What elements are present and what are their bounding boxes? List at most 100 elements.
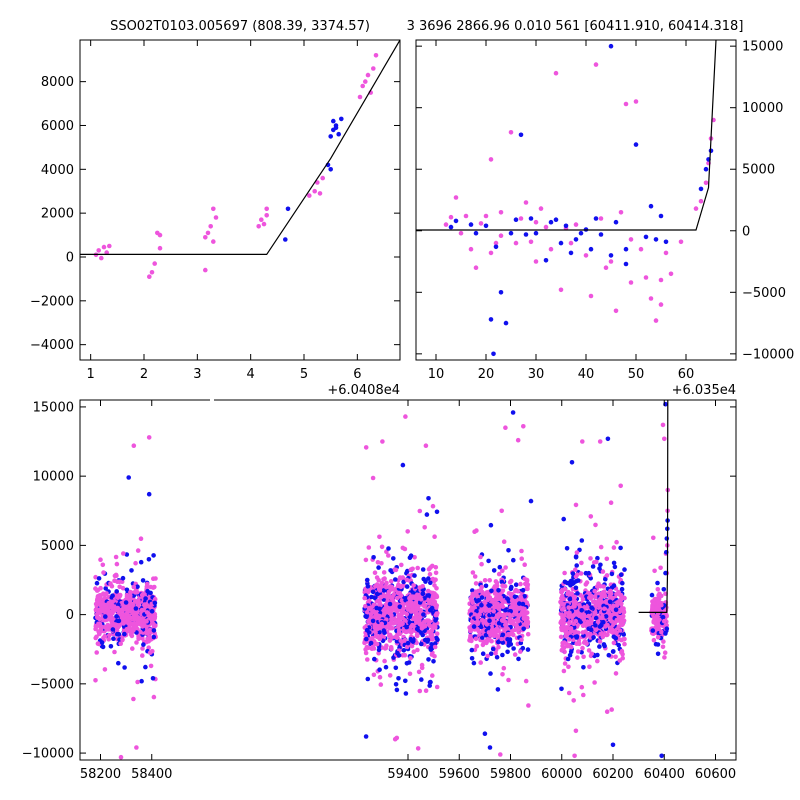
data-point-blue: [426, 593, 432, 598]
data-point-blue: [494, 654, 500, 660]
data-point-pink: [503, 565, 508, 570]
data-point-blue: [661, 587, 667, 592]
data-point-pink: [151, 576, 156, 581]
data-point-pink: [571, 698, 576, 703]
data-point-pink: [482, 578, 488, 583]
outlier-point-pink: [423, 443, 429, 449]
data-point-pink: [434, 603, 439, 608]
data-point-pink: [489, 624, 495, 630]
data-point-pink: [363, 647, 368, 652]
data-point-pink: [620, 655, 625, 661]
data-point-pink: [573, 728, 579, 734]
data-point-blue: [285, 206, 291, 212]
data-point-pink: [500, 588, 506, 593]
y-tick-label: −5000: [30, 677, 74, 692]
data-point-pink: [519, 556, 524, 561]
data-point-blue: [623, 246, 629, 252]
data-point-pink: [493, 240, 499, 246]
data-point-pink: [600, 569, 606, 574]
data-point-blue: [339, 116, 344, 122]
x-tick-label: 20: [478, 367, 495, 382]
data-point-blue: [116, 618, 122, 624]
data-point-pink: [678, 239, 684, 245]
x-tick-label: 1: [87, 367, 95, 382]
data-point-pink: [432, 583, 437, 588]
data-point-pink: [152, 596, 158, 602]
data-point-blue: [613, 219, 619, 225]
data-point-pink: [571, 598, 577, 603]
data-point-pink: [132, 590, 138, 595]
data-point-pink: [602, 599, 608, 605]
data-point-pink: [393, 634, 399, 640]
y-tick-label: −10000: [742, 347, 794, 362]
data-point-pink: [483, 213, 489, 219]
top-right-plot: 10 20 30 40 50 60 −10000 −5000 0 5000 10000 15000 +6…: [415, 39, 794, 398]
data-point-pink: [564, 642, 570, 647]
data-point-blue: [428, 679, 433, 685]
data-point-pink: [211, 206, 216, 212]
data-point-pink: [106, 637, 111, 642]
y-tick-label: −5000: [742, 286, 786, 301]
data-point-blue: [597, 566, 602, 571]
data-point-pink: [604, 709, 610, 714]
data-point-pink: [581, 692, 586, 698]
data-point-pink: [655, 609, 661, 614]
data-point-blue: [151, 553, 156, 558]
data-point-pink: [381, 577, 386, 582]
data-point-pink: [525, 631, 531, 637]
data-point-pink: [433, 565, 439, 570]
data-point-blue: [503, 320, 509, 326]
data-point-pink: [595, 619, 601, 624]
data-point-pink: [102, 609, 107, 614]
data-point-blue: [579, 608, 584, 613]
data-point-pink: [496, 644, 501, 650]
data-point-pink: [398, 620, 404, 625]
data-point-blue: [512, 594, 518, 600]
data-point-pink: [433, 570, 439, 576]
data-point-pink: [374, 641, 380, 647]
data-point-pink: [411, 594, 417, 599]
data-point-pink: [581, 623, 586, 628]
data-point-pink: [598, 544, 604, 550]
data-point-blue: [148, 590, 153, 596]
data-point-blue: [597, 644, 602, 649]
axes-frame: [415, 39, 737, 361]
data-point-blue: [434, 635, 439, 641]
data-point-pink: [648, 296, 654, 301]
data-point-pink: [415, 746, 421, 751]
data-point-blue: [520, 645, 526, 651]
data-point-pink: [383, 645, 389, 651]
data-point-pink: [312, 188, 318, 194]
data-point-pink: [388, 579, 394, 584]
data-point-blue: [365, 584, 371, 589]
data-point-pink: [375, 626, 381, 631]
data-point-blue: [528, 216, 534, 221]
y-tick-label: 5000: [742, 163, 775, 178]
data-point-pink: [112, 608, 117, 613]
data-point-blue: [521, 626, 526, 632]
data-point-pink: [614, 630, 619, 635]
data-point-pink: [498, 595, 503, 600]
data-point-pink: [508, 130, 514, 135]
data-point-blue: [491, 568, 497, 573]
data-point-pink: [395, 595, 400, 601]
data-point-pink: [660, 644, 666, 650]
data-point-blue: [120, 575, 126, 581]
data-point-pink: [384, 580, 389, 586]
data-point-pink: [389, 646, 394, 652]
data-point-pink: [134, 621, 140, 627]
data-point-pink: [621, 609, 627, 615]
right-panel-title: 3 3696 2866.96 0.010 561 [60411.910, 604…: [407, 19, 744, 34]
data-point-blue: [609, 571, 615, 577]
data-point-pink: [417, 621, 423, 627]
data-point-pink: [152, 584, 157, 590]
data-point-pink: [592, 680, 597, 685]
data-point-blue: [108, 644, 114, 649]
data-point-pink: [499, 636, 504, 642]
data-point-pink: [458, 230, 464, 236]
data-point-blue: [499, 579, 505, 585]
data-point-pink: [434, 631, 440, 636]
data-point-pink: [608, 588, 613, 594]
rise-point-blue: [664, 536, 670, 541]
data-point-blue: [110, 627, 116, 632]
